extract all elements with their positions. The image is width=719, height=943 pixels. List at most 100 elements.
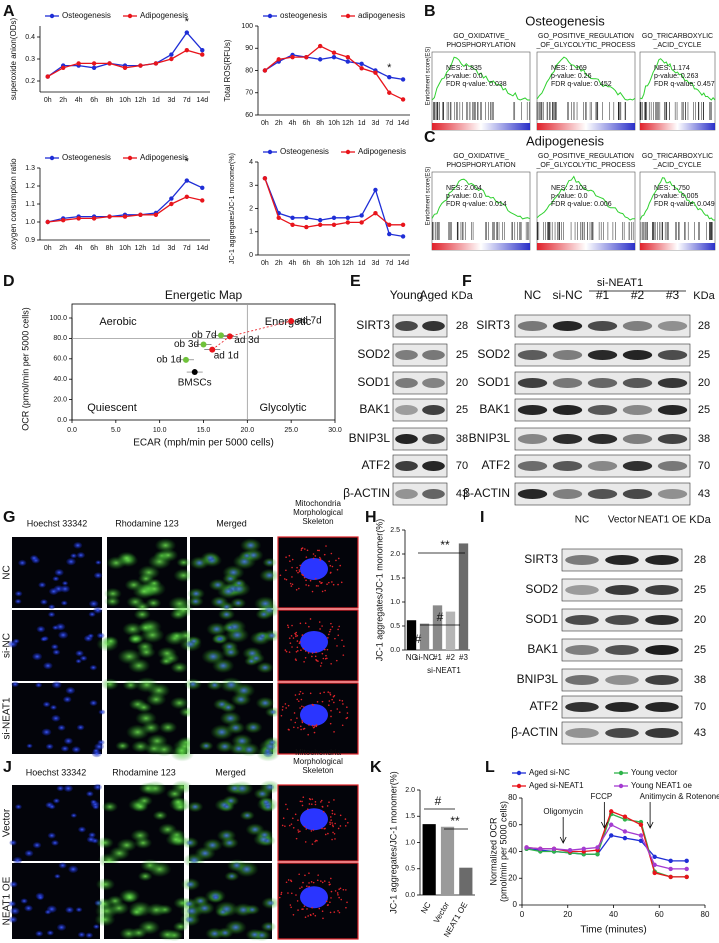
micrograph — [277, 609, 359, 682]
mito-skeleton — [319, 628, 321, 630]
nucleus — [75, 907, 83, 913]
nucleus — [226, 625, 234, 631]
mito-skeleton — [309, 692, 312, 695]
mito-skeleton — [321, 805, 324, 808]
y-tick-label: 2.0 — [390, 551, 400, 558]
mito-skeleton — [316, 879, 319, 882]
blot-band — [422, 350, 445, 360]
blot-strip — [392, 482, 448, 506]
nucleus — [236, 696, 246, 703]
data-point — [317, 43, 323, 49]
gsea-frame — [431, 171, 531, 251]
kda-label: 70 — [456, 460, 468, 472]
mito-skeleton — [294, 721, 297, 724]
mito-skeleton — [320, 799, 323, 802]
data-point — [218, 332, 225, 339]
protein-label: β-ACTIN — [343, 486, 390, 500]
blot-band — [587, 405, 618, 415]
nucleus — [260, 611, 268, 617]
mito-skeleton — [330, 897, 332, 899]
micrograph — [12, 537, 103, 610]
micrograph — [96, 602, 196, 681]
protein-label: SIRT3 — [476, 318, 510, 332]
nucleus — [52, 625, 59, 631]
blot-band — [657, 321, 688, 331]
mito-skeleton — [329, 816, 332, 818]
mito-skeleton — [296, 650, 299, 652]
column-label: Rhodamine 123 — [112, 767, 176, 777]
mito-skeleton — [297, 909, 299, 911]
x-tick-label: 3d — [372, 260, 380, 267]
nucleus — [226, 681, 237, 689]
gsea-frame — [639, 51, 716, 131]
data-point — [668, 866, 673, 872]
nucleus — [48, 804, 56, 810]
mito-skeleton — [291, 558, 294, 561]
nucleus — [51, 714, 61, 722]
mito-skeleton — [303, 825, 306, 828]
data-point — [184, 30, 190, 35]
mito-skeleton — [336, 708, 339, 710]
nucleus — [248, 907, 256, 913]
gsea-curve — [639, 177, 715, 221]
blot-band — [622, 350, 653, 360]
data-point — [200, 52, 205, 57]
mito-skeleton — [323, 691, 325, 694]
mito-skeleton — [317, 660, 319, 662]
mito-skeleton — [310, 830, 313, 832]
mito-skeleton — [307, 584, 310, 587]
nucleus — [54, 873, 61, 879]
data-point — [153, 212, 159, 217]
y-tick-label: 3 — [249, 182, 253, 189]
x-tick-label: 10h — [119, 245, 131, 252]
mito-skeleton — [296, 634, 299, 637]
blot-band — [587, 434, 618, 444]
cell-body — [152, 810, 168, 821]
nucleus — [265, 924, 272, 930]
mito-skeleton — [326, 583, 328, 585]
mito-skeleton — [346, 712, 349, 714]
nucleus — [189, 681, 197, 688]
data-point — [359, 220, 364, 225]
nucleus — [63, 696, 72, 703]
nucleus — [211, 682, 219, 688]
cell-body — [96, 836, 114, 849]
x-tick-label: 7d — [385, 120, 393, 127]
kda-label: 25 — [698, 349, 710, 361]
micrograph — [277, 682, 359, 755]
mito-skeleton — [337, 910, 339, 912]
micrograph — [277, 536, 359, 609]
cell-body — [141, 721, 161, 735]
nucleus — [300, 703, 328, 726]
kda-header: KDa — [689, 514, 711, 526]
mito-skeleton — [299, 707, 301, 709]
legend-label: Adipogenesis — [140, 153, 188, 162]
mito-skeleton — [308, 872, 310, 874]
mito-skeleton — [325, 900, 328, 903]
data-point — [609, 822, 614, 827]
mito-skeleton — [296, 698, 299, 701]
nucleus — [93, 572, 103, 579]
data-point — [200, 185, 205, 190]
nucleus — [60, 745, 69, 752]
blot-band — [395, 350, 418, 360]
micrograph — [277, 862, 359, 940]
cell-body — [121, 892, 138, 903]
mito-skeleton — [285, 650, 288, 653]
mito-skeleton — [299, 641, 301, 643]
data-point — [373, 187, 378, 193]
nucleus — [265, 572, 274, 579]
cell-body — [172, 602, 195, 618]
cell-body — [101, 801, 119, 813]
x-tick-label: 14d — [397, 260, 409, 267]
mito-skeleton — [311, 590, 314, 593]
nucleus — [225, 714, 235, 722]
nucleus — [56, 785, 65, 792]
annotation: * — [185, 16, 190, 28]
mito-skeleton — [319, 692, 322, 695]
mito-skeleton — [302, 647, 305, 650]
data-point — [684, 866, 689, 872]
nucleus — [243, 553, 251, 559]
nucleus — [60, 585, 70, 593]
nucleus — [223, 804, 231, 810]
